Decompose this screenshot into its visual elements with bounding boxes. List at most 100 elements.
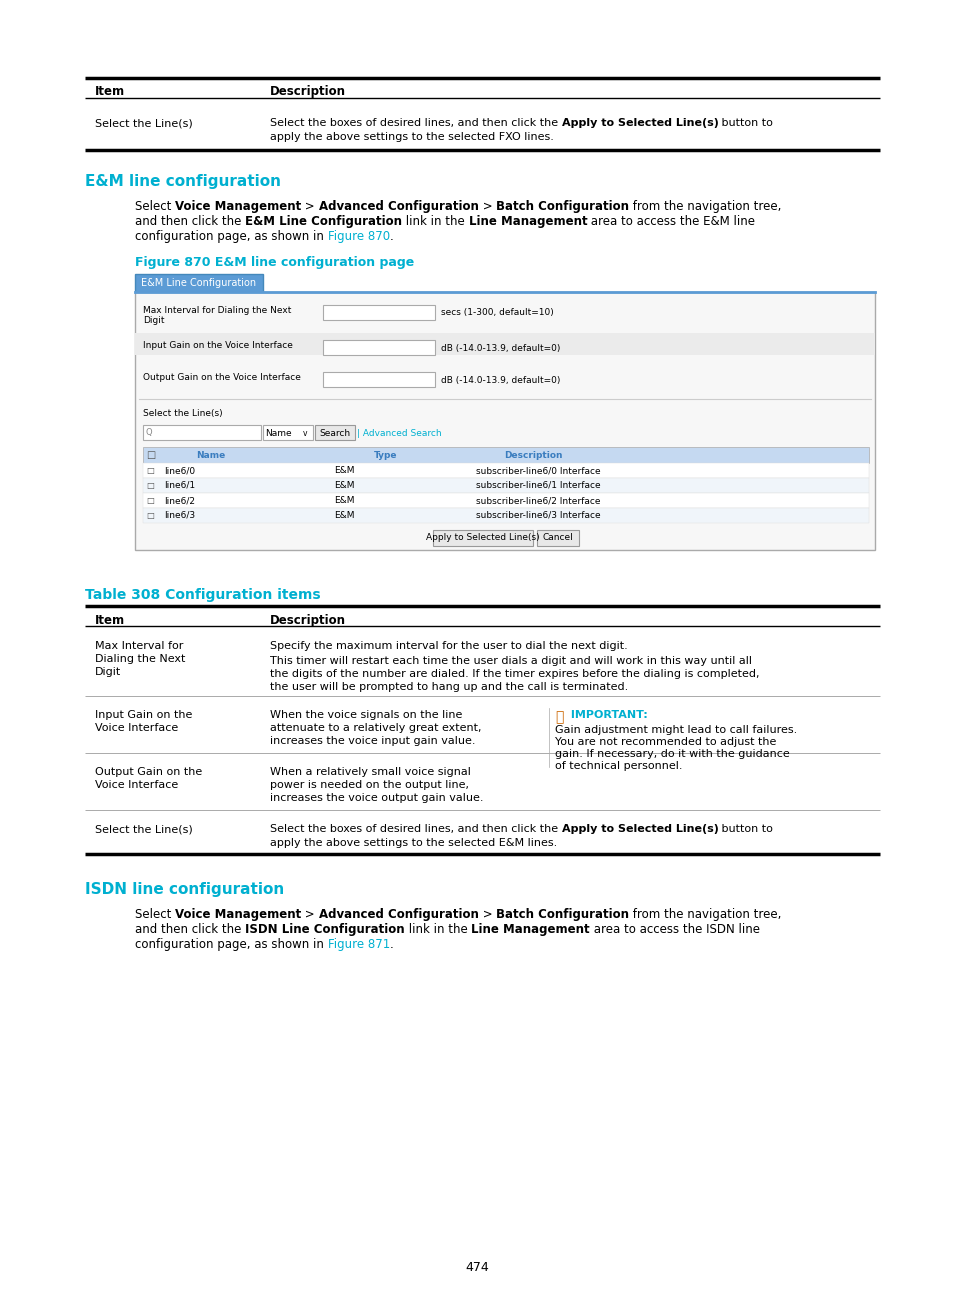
- Text: Input Gain on the Voice Interface: Input Gain on the Voice Interface: [143, 341, 293, 350]
- Text: Figure 871: Figure 871: [327, 938, 390, 951]
- Bar: [314, 425, 355, 441]
- Text: Cancel: Cancel: [542, 533, 573, 542]
- Text: E&M: E&M: [334, 467, 355, 476]
- Text: power is needed on the output line,: power is needed on the output line,: [270, 780, 469, 791]
- Text: area to access the ISDN line: area to access the ISDN line: [589, 923, 760, 936]
- Text: Name: Name: [265, 429, 292, 438]
- Text: line6/2: line6/2: [164, 496, 194, 505]
- Text: Line Management: Line Management: [468, 215, 587, 228]
- Bar: [143, 463, 868, 478]
- Text: Table 308 Configuration items: Table 308 Configuration items: [85, 588, 320, 603]
- Text: >: >: [301, 908, 318, 921]
- Text: >: >: [478, 200, 496, 213]
- Text: E&M Line Configuration: E&M Line Configuration: [141, 279, 256, 288]
- Text: Select: Select: [135, 908, 175, 921]
- Text: Select the Line(s): Select the Line(s): [95, 118, 193, 128]
- Text: Apply to Selected Line(s): Apply to Selected Line(s): [561, 118, 718, 128]
- Text: Description: Description: [503, 451, 561, 460]
- Text: Batch Configuration: Batch Configuration: [496, 908, 628, 921]
- Text: Search: Search: [319, 429, 350, 438]
- Text: dB (-14.0-13.9, default=0): dB (-14.0-13.9, default=0): [440, 376, 559, 385]
- Text: E&M Line Configuration: E&M Line Configuration: [245, 215, 402, 228]
- Text: Select the Line(s): Select the Line(s): [95, 824, 193, 835]
- Bar: [143, 492, 868, 508]
- Text: and then click the: and then click the: [135, 215, 245, 228]
- Text: ISDN line configuration: ISDN line configuration: [85, 883, 284, 897]
- Text: secs (1-300, default=10): secs (1-300, default=10): [440, 308, 553, 318]
- Bar: [323, 372, 435, 388]
- Text: Select the Line(s): Select the Line(s): [143, 410, 222, 419]
- Text: ISDN Line Configuration: ISDN Line Configuration: [245, 923, 404, 936]
- Text: the digits of the number are dialed. If the timer expires before the dialing is : the digits of the number are dialed. If …: [270, 669, 759, 679]
- Bar: [143, 425, 261, 441]
- Bar: [143, 508, 868, 524]
- Text: When the voice signals on the line: When the voice signals on the line: [270, 710, 462, 721]
- Text: This timer will restart each time the user dials a digit and will work in this w: This timer will restart each time the us…: [270, 656, 751, 666]
- Text: Figure 870 E&M line configuration page: Figure 870 E&M line configuration page: [135, 257, 414, 270]
- Text: Line Management: Line Management: [471, 923, 589, 936]
- Text: | Advanced Search: | Advanced Search: [356, 429, 441, 438]
- Text: E&M: E&M: [334, 511, 355, 520]
- Text: subscriber-line6/1 Interface: subscriber-line6/1 Interface: [476, 481, 600, 490]
- Text: □: □: [146, 511, 153, 520]
- Text: button to: button to: [718, 118, 773, 128]
- Text: □: □: [146, 481, 153, 490]
- Text: .: .: [390, 938, 394, 951]
- Text: configuration page, as shown in: configuration page, as shown in: [135, 229, 327, 244]
- Text: □: □: [146, 496, 153, 505]
- Text: Gain adjustment might lead to call failures.: Gain adjustment might lead to call failu…: [555, 724, 797, 735]
- Text: Select the boxes of desired lines, and then click the: Select the boxes of desired lines, and t…: [270, 824, 561, 835]
- Text: 474: 474: [465, 1261, 488, 1274]
- Text: Description: Description: [270, 614, 346, 627]
- Text: line6/0: line6/0: [164, 467, 195, 476]
- Text: ⓘ: ⓘ: [555, 710, 563, 724]
- Text: Select: Select: [135, 200, 175, 213]
- Text: Type: Type: [374, 451, 397, 460]
- Bar: [433, 530, 533, 546]
- Bar: [263, 425, 313, 441]
- Text: subscriber-line6/2 Interface: subscriber-line6/2 Interface: [476, 496, 599, 505]
- Text: Voice Interface: Voice Interface: [95, 723, 178, 734]
- Text: and then click the: and then click the: [135, 923, 245, 936]
- Text: □: □: [146, 450, 155, 460]
- Text: Q: Q: [146, 429, 152, 438]
- Text: Advanced Configuration: Advanced Configuration: [318, 908, 478, 921]
- Bar: [537, 530, 578, 546]
- Bar: [135, 273, 263, 292]
- Bar: [323, 305, 435, 320]
- Text: attenuate to a relatively great extent,: attenuate to a relatively great extent,: [270, 723, 481, 734]
- Text: Digit: Digit: [95, 667, 121, 677]
- Text: Max Interval for: Max Interval for: [95, 642, 183, 651]
- Text: subscriber-line6/3 Interface: subscriber-line6/3 Interface: [476, 511, 600, 520]
- Text: line6/3: line6/3: [164, 511, 195, 520]
- Text: Batch Configuration: Batch Configuration: [496, 200, 628, 213]
- Bar: [135, 333, 874, 355]
- Text: line6/1: line6/1: [164, 481, 195, 490]
- Text: >: >: [478, 908, 496, 921]
- Text: Voice Management: Voice Management: [175, 200, 301, 213]
- Text: increases the voice output gain value.: increases the voice output gain value.: [270, 793, 483, 804]
- Text: Max Interval for Dialing the Next: Max Interval for Dialing the Next: [143, 306, 291, 315]
- Text: area to access the E&M line: area to access the E&M line: [587, 215, 755, 228]
- Text: Figure 870: Figure 870: [327, 229, 390, 244]
- Text: Voice Interface: Voice Interface: [95, 780, 178, 791]
- Text: E&M: E&M: [334, 496, 355, 505]
- Text: Description: Description: [270, 86, 346, 98]
- Text: Specify the maximum interval for the user to dial the next digit.: Specify the maximum interval for the use…: [270, 642, 627, 651]
- Text: >: >: [301, 200, 318, 213]
- Text: Advanced Configuration: Advanced Configuration: [318, 200, 478, 213]
- Text: Name: Name: [196, 451, 226, 460]
- Bar: [323, 340, 435, 355]
- Text: Apply to Selected Line(s): Apply to Selected Line(s): [426, 533, 539, 542]
- Text: Digit: Digit: [143, 316, 164, 325]
- Text: Apply to Selected Line(s): Apply to Selected Line(s): [561, 824, 718, 835]
- Text: apply the above settings to the selected E&M lines.: apply the above settings to the selected…: [270, 839, 557, 848]
- Text: link in the: link in the: [402, 215, 468, 228]
- Text: from the navigation tree,: from the navigation tree,: [628, 200, 781, 213]
- Text: Dialing the Next: Dialing the Next: [95, 654, 185, 664]
- Bar: [143, 447, 868, 463]
- Text: the user will be prompted to hang up and the call is terminated.: the user will be prompted to hang up and…: [270, 682, 628, 692]
- Text: Item: Item: [95, 86, 125, 98]
- Text: from the navigation tree,: from the navigation tree,: [628, 908, 781, 921]
- Text: E&M: E&M: [334, 481, 355, 490]
